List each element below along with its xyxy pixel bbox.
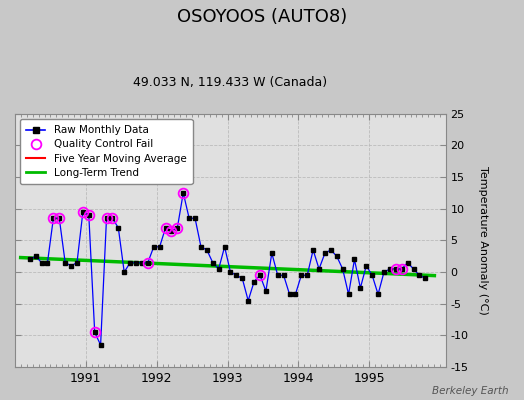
- Y-axis label: Temperature Anomaly (°C): Temperature Anomaly (°C): [478, 166, 488, 315]
- Legend: Raw Monthly Data, Quality Control Fail, Five Year Moving Average, Long-Term Tren: Raw Monthly Data, Quality Control Fail, …: [20, 119, 192, 184]
- Text: Berkeley Earth: Berkeley Earth: [432, 386, 508, 396]
- Title: 49.033 N, 119.433 W (Canada): 49.033 N, 119.433 W (Canada): [133, 76, 328, 89]
- Text: OSOYOOS (AUTO8): OSOYOOS (AUTO8): [177, 8, 347, 26]
